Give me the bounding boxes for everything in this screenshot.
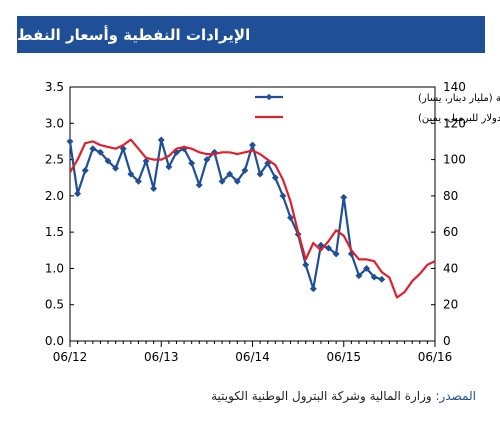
legend-entry-label: سعر نفط الكويت (دولار للبرميل، يمين)	[418, 113, 500, 124]
source-note: المصدر: وزارة المالية وشركة البترول الوط…	[0, 389, 476, 403]
oil-revenue-point	[96, 148, 104, 156]
y-right-tick-label: 80	[443, 189, 458, 203]
x-tick-label: 06/16	[418, 350, 453, 364]
x-tick-label: 06/12	[53, 350, 88, 364]
y-right-tick-label: 40	[443, 261, 458, 275]
oil-revenue-point	[279, 192, 287, 200]
legend-entry-label: الإيرادات النفطية (مليار دينار، يسار)	[418, 93, 500, 104]
y-right-tick-label: 60	[443, 225, 458, 239]
oil-revenue-point	[81, 166, 89, 175]
y-right-tick-label: 100	[443, 153, 466, 167]
oil-revenue-point	[150, 185, 158, 193]
y-left-tick-label: 1.5	[45, 225, 64, 239]
oil-revenue-point	[302, 261, 310, 269]
oil-revenue-point	[324, 244, 333, 252]
oil-revenue-point	[74, 190, 82, 198]
oil-revenue-point	[218, 177, 226, 185]
oil-revenue-point	[119, 145, 127, 153]
oil-revenue-line	[68, 138, 383, 290]
y-right-tick-label: 120	[443, 116, 466, 130]
y-left-tick-label: 0.0	[45, 334, 64, 348]
y-left-tick-label: 1.0	[45, 261, 64, 275]
x-tick-label: 06/15	[326, 350, 361, 364]
oil-revenue-point	[188, 159, 196, 167]
oil-revenue-point	[309, 285, 317, 293]
y-right-tick-label: 140	[443, 80, 466, 94]
y-left-tick-label: 3.5	[45, 80, 64, 94]
chart-area: 0.0 0.5 1.0 1.5 2.0 2.5 3.0 3.5 0 20 40 60 80 100 120 1…	[45, 80, 500, 364]
chart-title-banner: الإيرادات النفطية وأسعار النفط	[17, 16, 485, 53]
y-right-tick-label: 20	[443, 298, 458, 312]
oil-revenue-point	[112, 164, 120, 172]
y-left-tick-label: 2.5	[45, 153, 64, 167]
oil-revenue-point	[142, 157, 150, 165]
oil-revenue-point	[378, 275, 386, 283]
oil-revenue-point	[134, 177, 142, 185]
oil-revenue-point	[233, 177, 241, 185]
oil-revenue-point	[363, 264, 371, 272]
oil-revenue-point	[370, 273, 378, 281]
source-text: وزارة المالية وشركة البترول الوطنية الكو…	[211, 389, 436, 403]
y-left-tick-label: 3.0	[45, 116, 64, 130]
y-left-tick-label: 2.0	[45, 189, 64, 203]
x-tick-label: 06/13	[144, 350, 179, 364]
legend-swatch-marker	[265, 93, 273, 101]
oil-price-line	[69, 138, 436, 299]
y-right-tick-label: 0	[443, 334, 451, 348]
chart-title: الإيرادات النفطية وأسعار النفط	[17, 25, 251, 44]
y-left-tick-label: 0.5	[45, 298, 64, 312]
oil-revenue-point	[66, 137, 74, 145]
oil-revenue-point	[271, 174, 279, 182]
oil-revenue-point	[340, 193, 348, 201]
oil-revenue-point	[157, 136, 165, 144]
oil-revenue-point	[241, 166, 249, 175]
oil-revenue-point	[256, 170, 264, 178]
oil-revenue-point	[332, 250, 340, 258]
oil-revenue-point	[248, 141, 257, 149]
oil-revenue-point	[286, 214, 295, 222]
oil-revenue-point	[104, 157, 112, 165]
oil-revenue-point	[165, 163, 173, 171]
oil-revenue-point	[89, 145, 97, 153]
source-label: المصدر:	[435, 389, 476, 403]
oil-revenue-point	[195, 181, 203, 189]
oil-revenue-point	[355, 272, 363, 280]
plot-frame	[69, 86, 436, 342]
x-tick-label: 06/14	[235, 350, 270, 364]
oil-revenue-point	[226, 170, 234, 178]
oil-revenue-point	[127, 170, 135, 178]
oil-revenue-point	[203, 156, 211, 164]
